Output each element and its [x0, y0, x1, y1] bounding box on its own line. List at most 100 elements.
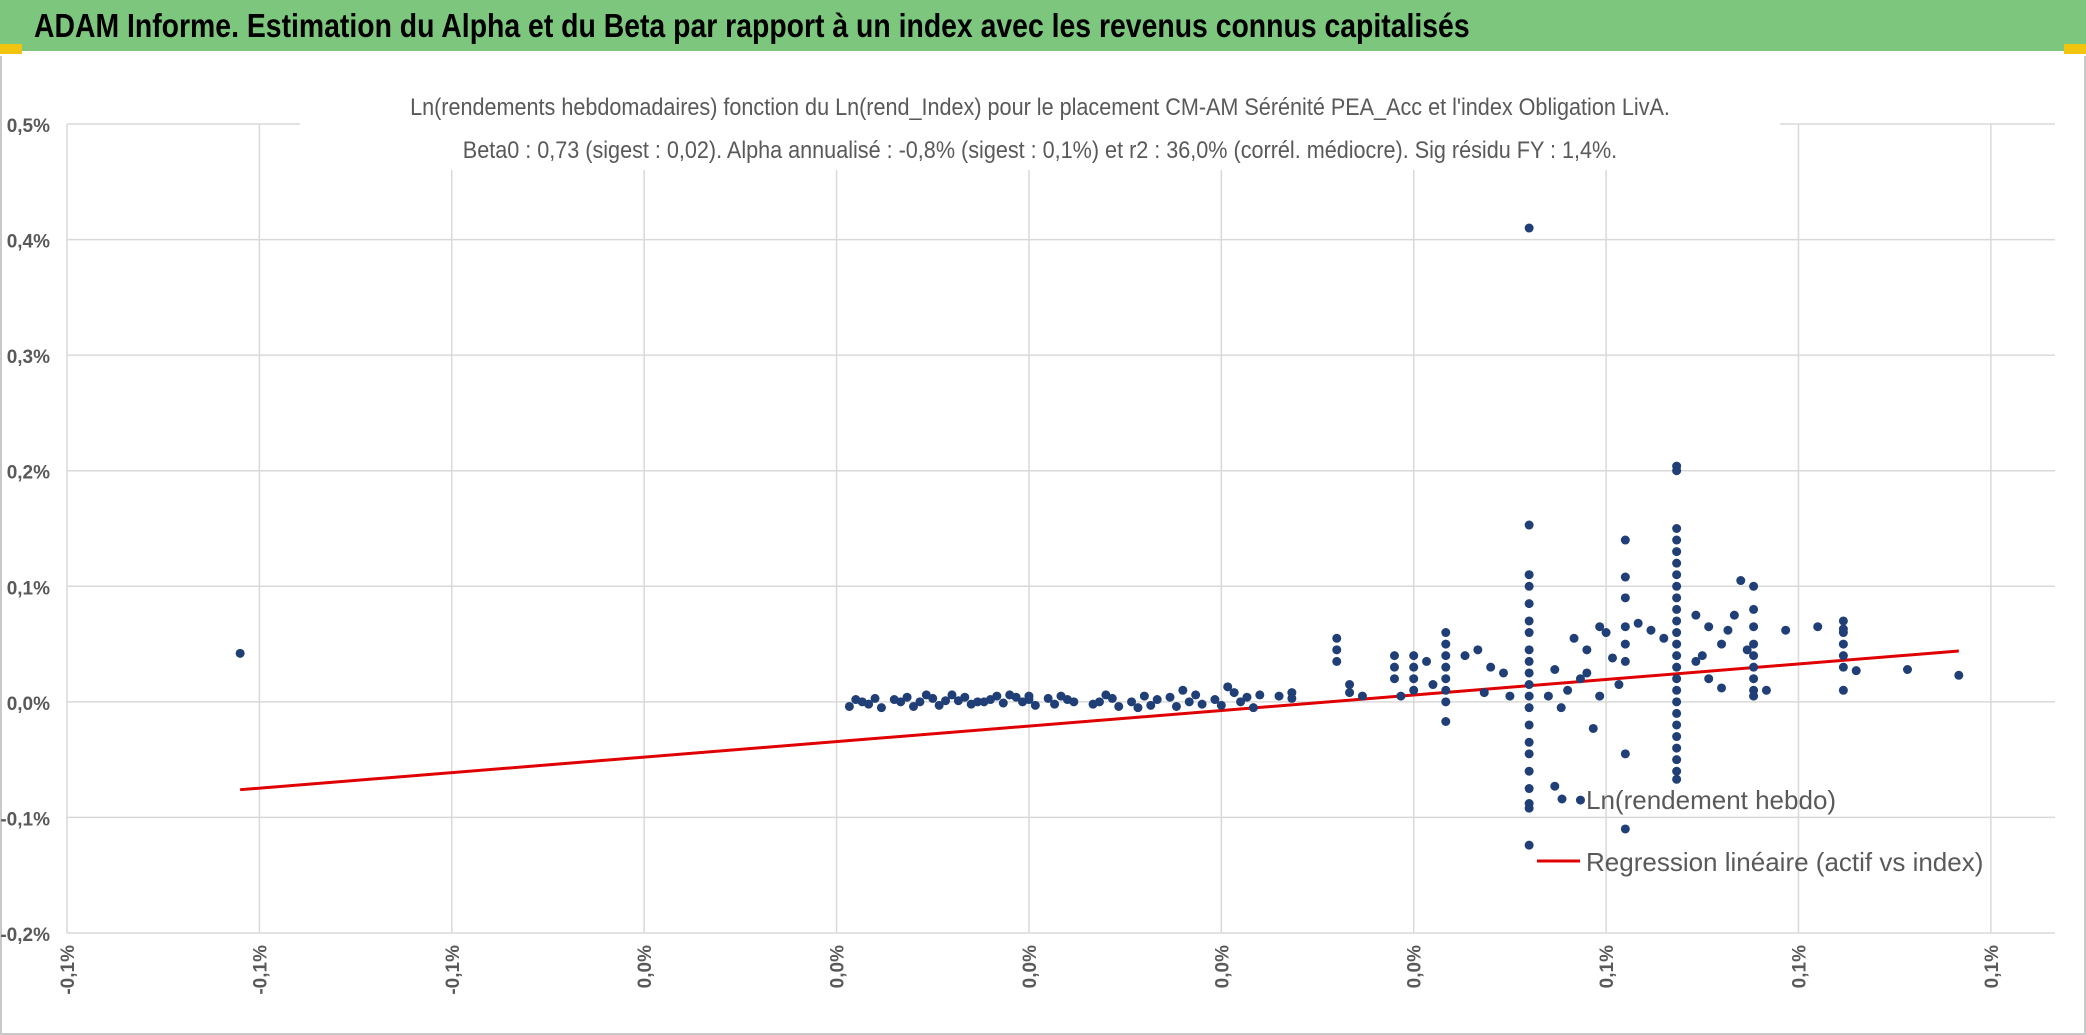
data-point: [1672, 524, 1682, 533]
data-point: [1524, 703, 1534, 713]
data-point: [1729, 610, 1739, 620]
data-point: [1614, 680, 1624, 690]
data-point: [1691, 610, 1701, 620]
grid: [66, 123, 2055, 934]
x-tick-label: 0,0%: [828, 945, 849, 988]
data-point: [1229, 688, 1239, 698]
data-point: [1781, 625, 1791, 635]
data-point: [1524, 599, 1534, 609]
data-point: [1069, 697, 1079, 707]
data-point: [1550, 781, 1560, 791]
data-point: [1389, 651, 1399, 661]
data-point: [1486, 662, 1496, 672]
data-point: [1672, 616, 1682, 626]
data-point: [1749, 691, 1759, 701]
data-point: [1672, 547, 1682, 557]
data-point: [1088, 699, 1098, 709]
data-point: [1524, 840, 1534, 850]
data-point: [1620, 593, 1630, 603]
data-point: [1838, 616, 1848, 626]
data-point: [1569, 633, 1579, 643]
data-point: [947, 690, 957, 700]
data-point: [1441, 697, 1451, 707]
data-point: [1749, 674, 1759, 684]
data-point: [1672, 651, 1682, 661]
data-point: [1704, 622, 1714, 632]
data-point: [1563, 685, 1573, 695]
data-point: [1050, 699, 1060, 709]
data-point: [1749, 604, 1759, 614]
data-point: [1197, 699, 1207, 709]
data-point: [1524, 784, 1534, 794]
data-point: [1184, 697, 1194, 707]
data-point: [1749, 622, 1759, 632]
data-point: [1030, 700, 1040, 710]
data-point: [1345, 688, 1355, 698]
data-point: [1595, 622, 1605, 632]
data-point: [1441, 685, 1451, 695]
data-point: [1524, 570, 1534, 580]
chart-frame: [0, 56, 2086, 1035]
data-point: [1524, 628, 1534, 638]
data-point: [1524, 656, 1534, 666]
data-point: [1524, 766, 1534, 776]
data-point: [1575, 674, 1585, 684]
data-point: [1422, 656, 1432, 666]
data-point: [1672, 662, 1682, 672]
data-point: [1672, 685, 1682, 695]
data-point: [1575, 795, 1585, 805]
data-point: [1146, 700, 1156, 710]
data-point: [851, 695, 861, 705]
data-point: [1152, 695, 1162, 705]
data-point: [1749, 651, 1759, 661]
header-corner-left: [0, 44, 22, 54]
data-point: [1620, 749, 1630, 759]
data-point: [1479, 688, 1489, 698]
data-point: [1223, 682, 1233, 692]
y-tick-label: 0,3%: [7, 347, 50, 368]
data-point: [1332, 633, 1342, 643]
data-point: [1389, 662, 1399, 672]
report-header: ADAM Informe. Estimation du Alpha et du …: [0, 0, 2086, 54]
data-point: [1736, 576, 1746, 586]
data-point: [1210, 695, 1220, 705]
data-point: [1550, 664, 1560, 674]
data-point: [1018, 697, 1028, 707]
data-point: [1043, 693, 1053, 703]
data-point: [1697, 651, 1707, 661]
data-point: [1672, 708, 1682, 718]
data-point: [1441, 662, 1451, 672]
header-corner-right: [2064, 44, 2086, 54]
data-point: [1672, 466, 1682, 476]
y-tick-label: 0,1%: [7, 578, 50, 599]
data-point: [1242, 692, 1252, 702]
data-point: [1524, 581, 1534, 591]
x-tick-label: 0,0%: [1212, 945, 1233, 988]
data-point: [1460, 651, 1470, 661]
series: [235, 223, 1964, 850]
data-point: [1717, 639, 1727, 649]
data-point: [1524, 720, 1534, 730]
data-point: [1608, 653, 1618, 663]
data-point: [1498, 668, 1508, 678]
y-tick-label: 0,0%: [7, 694, 50, 715]
data-point: [1441, 717, 1451, 727]
data-point: [1556, 703, 1566, 713]
data-point: [1543, 691, 1553, 701]
data-point: [1178, 685, 1188, 695]
data-point: [1672, 674, 1682, 684]
data-point: [915, 697, 925, 707]
data-point: [1672, 774, 1682, 784]
data-point: [1582, 645, 1592, 655]
data-point: [1524, 616, 1534, 626]
data-point: [934, 700, 944, 710]
data-point: [1441, 651, 1451, 661]
data-point: [876, 703, 886, 713]
data-point: [1409, 674, 1419, 684]
data-point: [973, 697, 983, 707]
legend-label-regression: Regression linéaire (actif vs index): [1586, 847, 1983, 877]
data-point: [921, 690, 931, 700]
data-point: [235, 648, 245, 658]
data-point: [1114, 701, 1124, 711]
x-tick-label: 0,1%: [1789, 945, 1810, 988]
